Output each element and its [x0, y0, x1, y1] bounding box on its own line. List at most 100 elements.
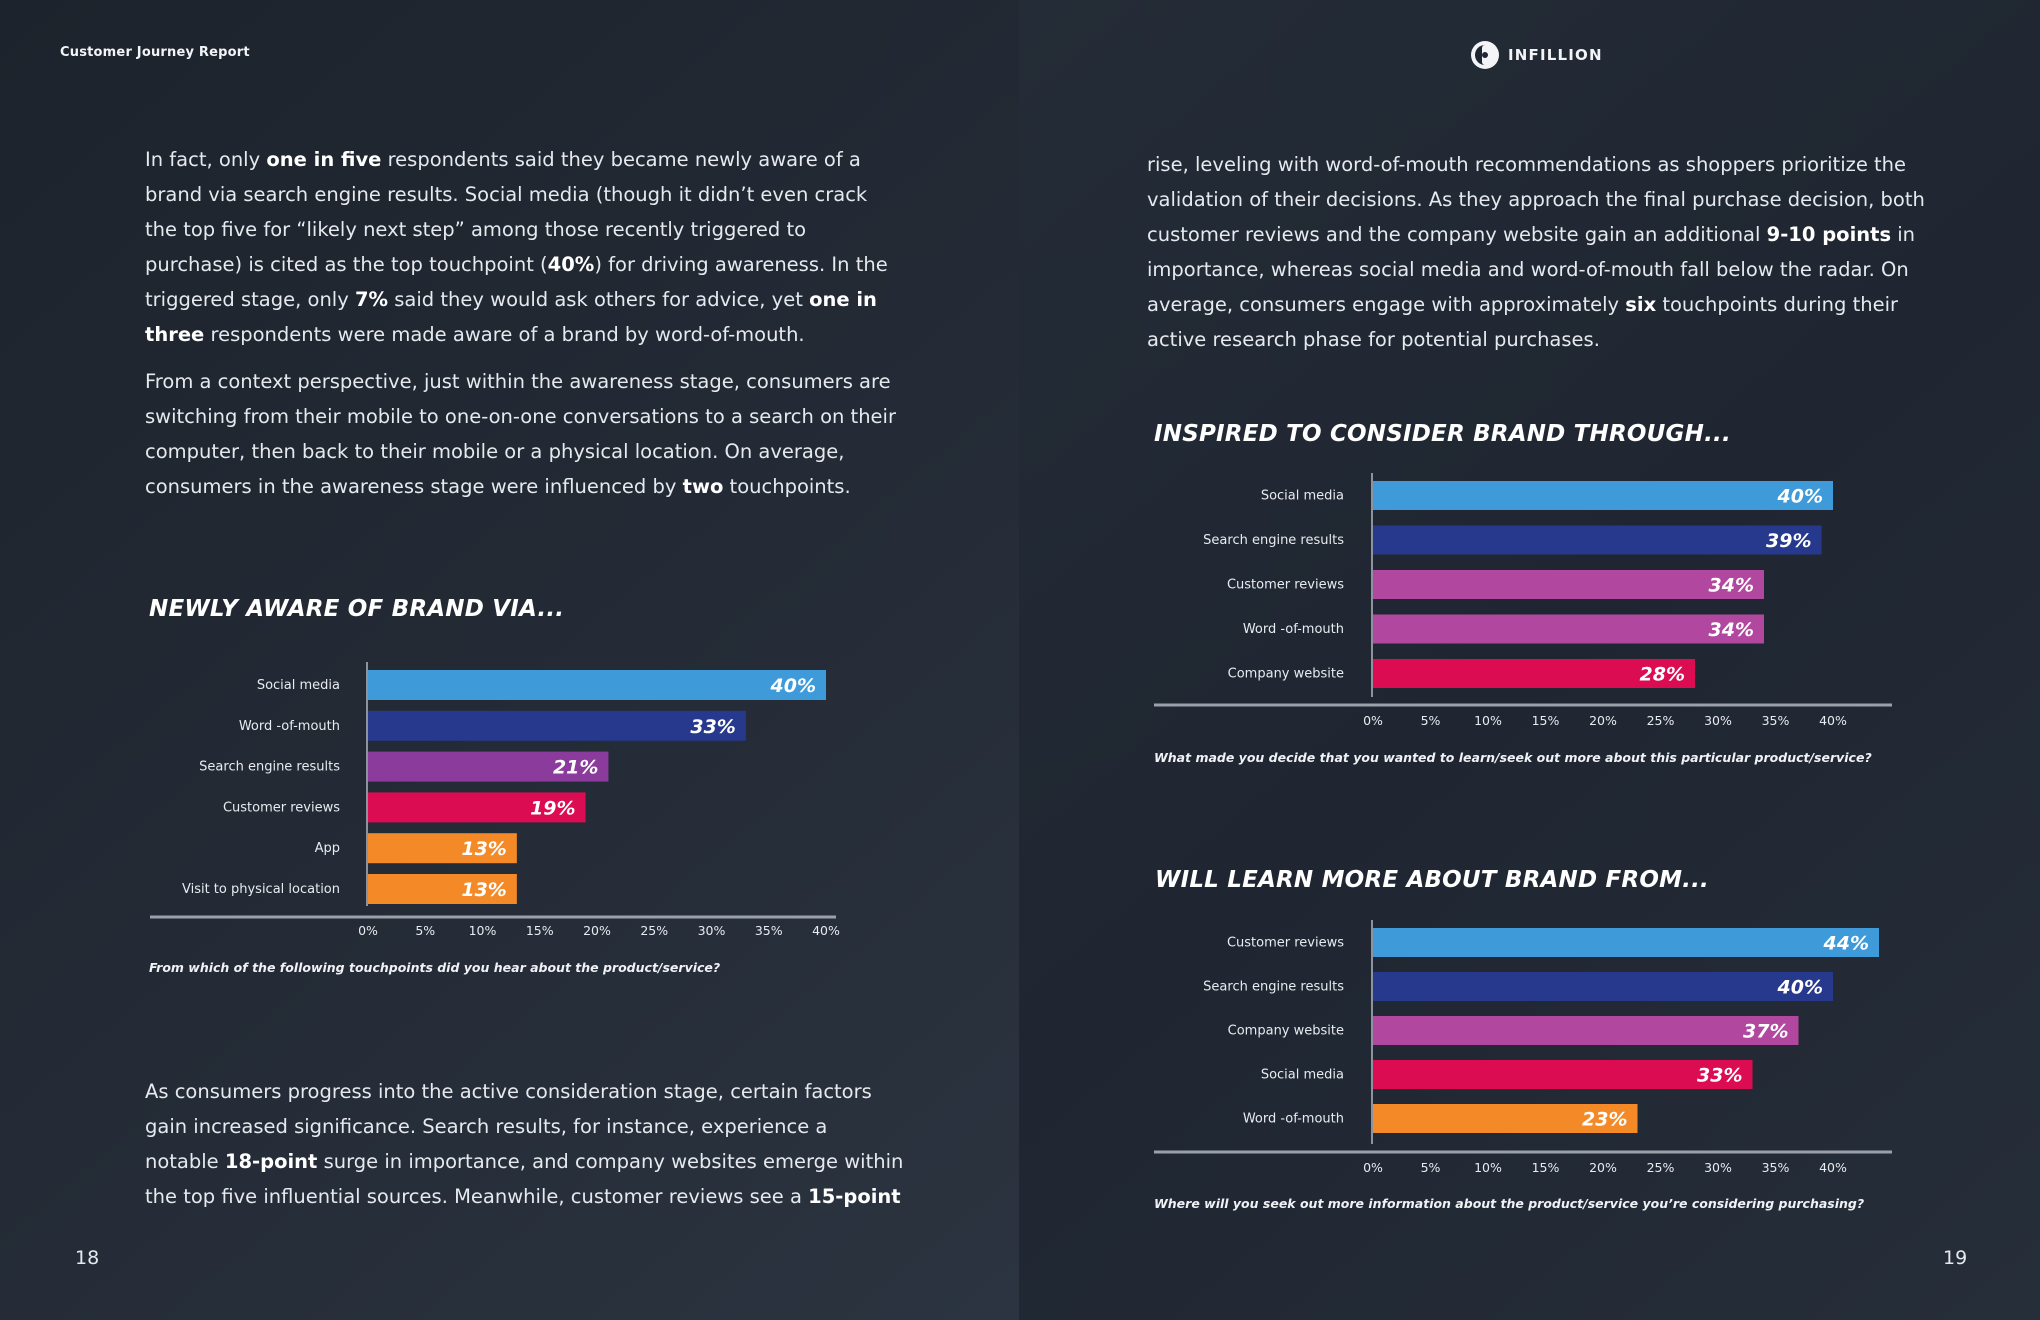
left-paragraph-2: From a context perspective, just within … [145, 364, 905, 504]
value-label: 33% [690, 716, 735, 738]
bar [1373, 481, 1833, 510]
value-label: 40% [1777, 977, 1823, 999]
category-label: Search engine results [1203, 533, 1344, 548]
category-label: Company website [1228, 667, 1344, 682]
emphasis-text: 40% [547, 253, 595, 276]
emphasis-text: one in three [145, 288, 877, 346]
value-label: 34% [1709, 575, 1754, 597]
emphasis-text: 15-point [808, 1185, 901, 1208]
x-tick-label: 5% [1421, 713, 1441, 728]
question-inspired: What made you decide that you wanted to … [1154, 750, 1872, 765]
question-learn-more: Where will you seek out more information… [1154, 1196, 1865, 1211]
bar [1373, 972, 1833, 1001]
x-tick-label: 10% [1474, 1160, 1502, 1175]
x-tick-label: 15% [1532, 1160, 1560, 1175]
bar [1373, 570, 1764, 599]
value-label: 34% [1709, 619, 1754, 641]
chart-title-newly-aware: NEWLY AWARE OF BRAND VIA... [149, 596, 565, 622]
text-run: in importance, whereas social media and … [1147, 223, 1916, 316]
x-tick-label: 25% [1647, 713, 1675, 728]
x-tick-label: 0% [358, 923, 378, 938]
text-run: In fact, only [145, 148, 267, 171]
emphasis-text: 9-10 points [1766, 223, 1892, 246]
x-tick-label: 5% [415, 923, 435, 938]
value-label: 19% [530, 797, 575, 819]
bar [1373, 1016, 1799, 1045]
value-label: 13% [461, 838, 506, 860]
x-tick-label: 25% [640, 923, 668, 938]
category-label: Customer reviews [1227, 936, 1344, 951]
x-tick-label: 5% [1421, 1160, 1441, 1175]
brand-name: INFILLION [1508, 46, 1603, 64]
bar [1373, 1104, 1638, 1133]
value-label: 21% [553, 757, 598, 779]
category-label: Search engine results [1203, 980, 1344, 995]
left-paragraph-1: In fact, only one in five respondents sa… [145, 142, 905, 352]
category-label: Customer reviews [1227, 578, 1344, 593]
category-label: Visit to physical location [182, 882, 340, 897]
value-label: 23% [1582, 1109, 1627, 1131]
bar [368, 670, 826, 700]
question-newly-aware: From which of the following touchpoints … [149, 960, 721, 975]
text-run: rise, leveling with word-of-mouth recomm… [1147, 153, 1925, 246]
bar [1373, 928, 1879, 957]
text-run: From a context perspective, just within … [145, 370, 896, 498]
x-tick-label: 40% [812, 923, 840, 938]
emphasis-text: 7% [354, 288, 389, 311]
text-run: surge in importance, and company website… [145, 1150, 904, 1208]
chart-title-learn-more: WILL LEARN MORE ABOUT BRAND FROM... [1155, 867, 1709, 893]
category-label: Search engine results [199, 760, 340, 775]
value-label: 13% [461, 879, 506, 901]
x-tick-label: 30% [1704, 1160, 1732, 1175]
value-label: 37% [1743, 1021, 1788, 1043]
bar [368, 833, 517, 864]
bar [1373, 614, 1764, 644]
bar [1373, 525, 1822, 555]
category-label: Social media [1261, 489, 1344, 504]
value-label: 33% [1697, 1065, 1742, 1087]
chart-learn-more: Customer reviews 44% Search engine results… [1154, 920, 1892, 1175]
emphasis-text: two [682, 475, 724, 498]
chart-inspired-consider: Social media 40% Search engine results 39% C… [1154, 473, 1892, 728]
text-run: said they would ask others for advice, y… [388, 288, 810, 311]
category-label: Social media [1261, 1068, 1344, 1083]
bar [1373, 659, 1695, 688]
x-tick-label: 15% [1532, 713, 1560, 728]
value-label: 39% [1766, 530, 1811, 552]
value-label: 40% [1777, 486, 1823, 508]
left-page [0, 0, 1019, 1320]
category-label: Word -of-mouth [1243, 1112, 1344, 1127]
category-label: Social media [257, 678, 340, 693]
right-paragraph-1: rise, leveling with word-of-mouth recomm… [1147, 147, 1927, 357]
text-run: touchpoints during their active research… [1147, 293, 1899, 351]
x-tick-label: 35% [1762, 1160, 1790, 1175]
text-run: As consumers progress into the active co… [145, 1080, 872, 1173]
x-tick-label: 40% [1819, 1160, 1847, 1175]
x-tick-label: 40% [1819, 713, 1847, 728]
x-tick-label: 20% [1589, 1160, 1617, 1175]
x-tick-label: 35% [1762, 713, 1790, 728]
x-tick-label: 30% [698, 923, 726, 938]
value-label: 44% [1823, 933, 1869, 955]
value-label: 40% [770, 675, 816, 697]
x-tick-label: 15% [526, 923, 554, 938]
infillion-logo-icon [1471, 41, 1499, 69]
emphasis-text: one in five [266, 148, 382, 171]
category-label: Word -of-mouth [239, 719, 340, 734]
x-tick-label: 25% [1647, 1160, 1675, 1175]
text-run: respondents said they became newly aware… [145, 148, 868, 276]
emphasis-text: six [1625, 293, 1657, 316]
bar [368, 751, 609, 782]
chart-title-inspired: INSPIRED TO CONSIDER BRAND THROUGH... [1154, 421, 1731, 447]
x-tick-label: 10% [469, 923, 497, 938]
bar [368, 792, 586, 823]
chart-newly-aware: Social media 40% Word -of-mouth 33% Search e… [150, 662, 840, 938]
x-tick-label: 35% [755, 923, 783, 938]
category-label: Customer reviews [223, 800, 340, 815]
x-tick-label: 10% [1474, 713, 1502, 728]
category-label: Company website [1228, 1024, 1344, 1039]
bar [368, 710, 746, 741]
brand-logo: INFILLION [1470, 40, 1603, 70]
x-tick-label: 30% [1704, 713, 1732, 728]
x-tick-label: 0% [1363, 713, 1383, 728]
